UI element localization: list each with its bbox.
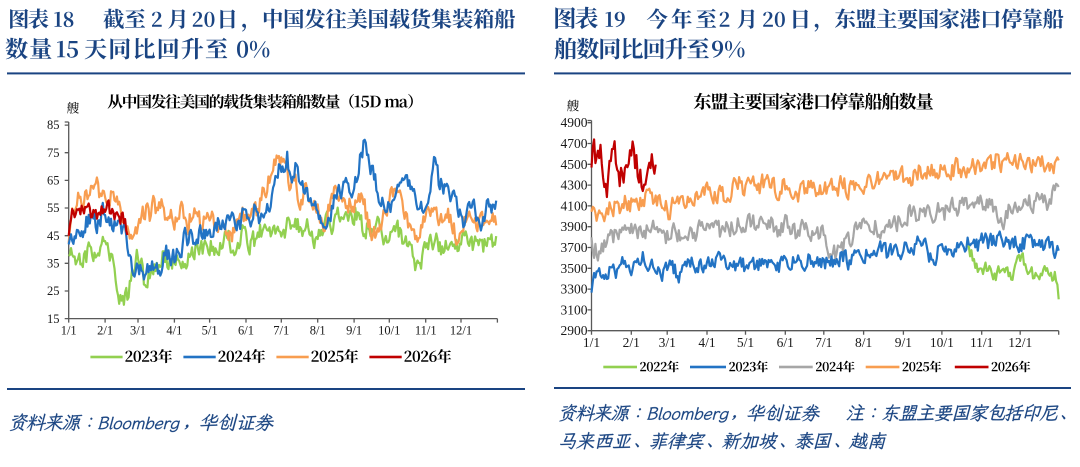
svg-text:35: 35 (47, 257, 60, 271)
svg-text:1/1: 1/1 (583, 335, 600, 350)
svg-text:6/1: 6/1 (777, 335, 794, 350)
svg-text:1/1: 1/1 (61, 324, 77, 338)
svg-text:2900: 2900 (561, 323, 588, 338)
svg-text:11/1: 11/1 (970, 335, 994, 350)
svg-text:45: 45 (47, 229, 60, 243)
svg-text:6/1: 6/1 (238, 324, 254, 338)
svg-text:7/1: 7/1 (273, 324, 289, 338)
svg-text:9/1: 9/1 (895, 335, 912, 350)
svg-text:3/1: 3/1 (659, 335, 676, 350)
svg-text:3300: 3300 (561, 282, 588, 297)
svg-text:4100: 4100 (561, 198, 588, 213)
svg-text:4500: 4500 (561, 157, 588, 172)
svg-text:7/1: 7/1 (815, 335, 832, 350)
svg-text:4/1: 4/1 (166, 324, 182, 338)
svg-text:4300: 4300 (561, 178, 588, 193)
svg-text:12/1: 12/1 (450, 324, 472, 338)
svg-text:11/1: 11/1 (415, 324, 437, 338)
svg-text:75: 75 (47, 146, 60, 160)
svg-text:3100: 3100 (561, 302, 588, 317)
svg-text:8/1: 8/1 (855, 335, 872, 350)
svg-text:2/1: 2/1 (623, 335, 640, 350)
svg-text:4700: 4700 (561, 136, 588, 151)
svg-text:10/1: 10/1 (930, 335, 954, 350)
svg-text:5/1: 5/1 (202, 324, 218, 338)
svg-text:3700: 3700 (561, 240, 588, 255)
svg-text:10/1: 10/1 (378, 324, 400, 338)
svg-text:8/1: 8/1 (310, 324, 326, 338)
svg-text:3900: 3900 (561, 219, 588, 234)
svg-text:2/1: 2/1 (97, 324, 113, 338)
svg-text:5/1: 5/1 (737, 335, 754, 350)
svg-text:3/1: 3/1 (130, 324, 146, 338)
svg-text:9/1: 9/1 (346, 324, 362, 338)
svg-text:15: 15 (47, 312, 60, 326)
svg-text:85: 85 (47, 118, 60, 132)
svg-text:4900: 4900 (561, 115, 588, 130)
svg-text:55: 55 (47, 201, 60, 215)
svg-text:25: 25 (47, 284, 60, 298)
svg-text:65: 65 (47, 174, 60, 188)
svg-text:4/1: 4/1 (698, 335, 715, 350)
svg-text:12/1: 12/1 (1008, 335, 1032, 350)
svg-text:3500: 3500 (561, 261, 588, 276)
